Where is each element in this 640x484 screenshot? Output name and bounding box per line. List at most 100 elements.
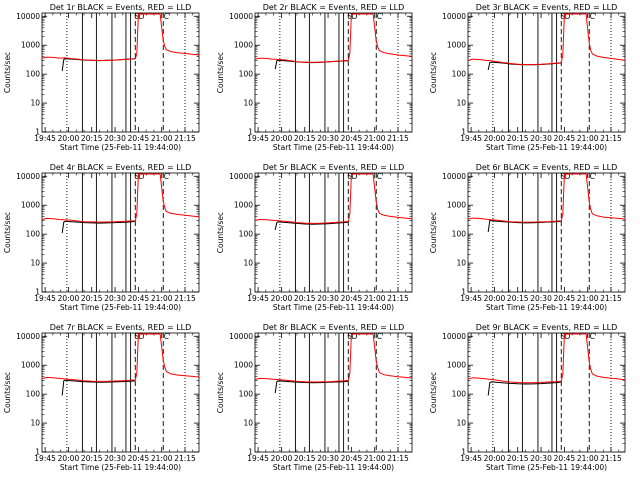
y-tick-label: 100	[239, 390, 254, 399]
x-tick-label: 21:15	[174, 454, 196, 463]
x-tick-label: 20:00	[484, 294, 506, 303]
x-tick-label: 20:45	[341, 134, 363, 143]
x-tick-label: 20:30	[317, 454, 339, 463]
x-tick-label: 21:15	[600, 454, 622, 463]
lld-series-line	[41, 333, 200, 382]
y-axis-label: Counts/sec	[3, 52, 12, 93]
x-tick-label: 21:15	[600, 134, 622, 143]
y-axis-label: Counts/sec	[429, 212, 438, 253]
x-axis-label: Start Time (25-Feb-11 19:44:00)	[273, 303, 394, 312]
marker-label: C	[164, 172, 169, 181]
x-tick-label: 20:15	[294, 454, 316, 463]
marker-label: D	[565, 332, 571, 341]
x-tick-label: 21:15	[387, 294, 409, 303]
x-axis-label: Start Time (25-Feb-11 19:44:00)	[60, 143, 181, 152]
x-tick-label: 20:45	[554, 454, 576, 463]
lld-series-line	[41, 173, 200, 223]
marker-label: C	[590, 332, 595, 341]
y-tick-label: 100	[452, 70, 467, 79]
plot-frame	[467, 12, 626, 133]
y-tick-label: 1000	[234, 201, 253, 210]
lld-series-line	[467, 173, 626, 223]
x-tick-label: 20:30	[530, 134, 552, 143]
y-tick-label: 1000	[447, 41, 466, 50]
x-tick-label: 21:15	[600, 294, 622, 303]
x-axis-label: Start Time (25-Feb-11 19:44:00)	[273, 463, 394, 472]
panel-title: Det 1r BLACK = Events, RED = LLD	[50, 3, 192, 12]
lld-series-line	[41, 13, 200, 62]
x-tick-label: 20:15	[294, 134, 316, 143]
y-tick-label: 10	[456, 99, 466, 108]
x-tick-label: 20:00	[58, 454, 80, 463]
panel-title: Det 9r BLACK = Events, RED = LLD	[476, 323, 618, 332]
marker-label: S	[560, 172, 565, 181]
y-tick-label: 10000	[442, 332, 466, 341]
x-tick-label: 21:15	[387, 134, 409, 143]
lld-series-line	[254, 13, 413, 63]
marker-label: S	[134, 172, 139, 181]
y-tick-label: 1	[35, 448, 40, 457]
x-tick-label: 19:45	[247, 454, 269, 463]
x-tick-label: 20:30	[104, 134, 126, 143]
plot-frame	[254, 332, 413, 453]
x-tick-label: 20:00	[271, 134, 293, 143]
marker-label: S	[560, 332, 565, 341]
y-axis-label: Counts/sec	[3, 212, 12, 253]
lld-series-line	[254, 173, 413, 224]
marker-label: S	[134, 332, 139, 341]
plot-frame	[41, 332, 200, 453]
x-tick-label: 19:45	[34, 294, 56, 303]
y-tick-label: 100	[26, 230, 41, 239]
marker-label: D	[352, 12, 358, 21]
y-tick-label: 1	[248, 448, 253, 457]
plot-frame	[41, 12, 200, 133]
x-tick-label: 21:00	[151, 454, 173, 463]
panel-title: Det 5r BLACK = Events, RED = LLD	[263, 163, 405, 172]
x-tick-label: 20:30	[104, 294, 126, 303]
x-tick-label: 20:00	[484, 134, 506, 143]
x-tick-label: 19:45	[460, 294, 482, 303]
y-tick-label: 100	[26, 70, 41, 79]
x-tick-label: 19:45	[247, 134, 269, 143]
lld-series-line	[254, 333, 413, 383]
y-tick-label: 10	[30, 259, 40, 268]
x-axis-label: Start Time (25-Feb-11 19:44:00)	[273, 143, 394, 152]
y-tick-label: 100	[239, 230, 254, 239]
marker-label: D	[565, 12, 571, 21]
x-axis-label: Start Time (25-Feb-11 19:44:00)	[486, 463, 607, 472]
x-tick-label: 20:45	[128, 454, 150, 463]
y-tick-label: 100	[26, 390, 41, 399]
x-tick-label: 21:15	[174, 134, 196, 143]
y-tick-label: 10000	[16, 172, 40, 181]
y-tick-label: 100	[452, 230, 467, 239]
x-tick-label: 20:30	[317, 294, 339, 303]
x-tick-label: 21:15	[174, 294, 196, 303]
y-tick-label: 1000	[21, 361, 40, 370]
marker-label: C	[377, 12, 382, 21]
x-tick-label: 20:45	[128, 134, 150, 143]
y-tick-label: 10	[243, 259, 253, 268]
x-tick-label: 19:45	[460, 454, 482, 463]
y-tick-label: 1	[461, 448, 466, 457]
marker-label: D	[139, 332, 145, 341]
x-tick-label: 20:30	[317, 134, 339, 143]
y-tick-label: 10	[243, 99, 253, 108]
plot-frame	[41, 172, 200, 293]
y-tick-label: 1	[461, 128, 466, 137]
panel-title: Det 7r BLACK = Events, RED = LLD	[50, 323, 192, 332]
y-tick-label: 1000	[21, 201, 40, 210]
y-tick-label: 100	[452, 390, 467, 399]
x-tick-label: 20:15	[81, 294, 103, 303]
y-tick-label: 10000	[229, 332, 253, 341]
x-axis-label: Start Time (25-Feb-11 19:44:00)	[486, 143, 607, 152]
x-tick-label: 20:15	[507, 294, 529, 303]
plot-frame	[254, 12, 413, 133]
y-tick-label: 10000	[442, 12, 466, 21]
marker-label: C	[377, 172, 382, 181]
marker-label: S	[134, 12, 139, 21]
y-tick-label: 10000	[442, 172, 466, 181]
